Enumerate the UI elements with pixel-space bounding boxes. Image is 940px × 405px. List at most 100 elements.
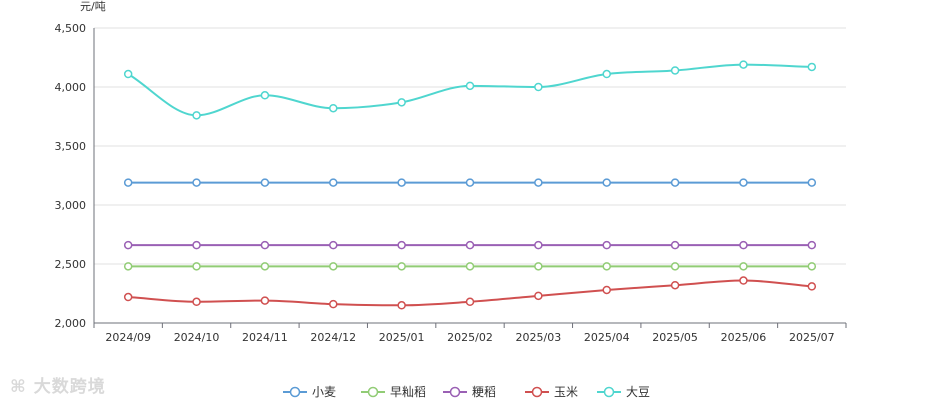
- legend[interactable]: 小麦 早籼稻 粳稻 玉米 大豆: [283, 385, 650, 399]
- data-point[interactable]: [123, 262, 133, 271]
- data-point[interactable]: [465, 178, 475, 187]
- logo-icon: ⌘: [10, 377, 27, 397]
- legend-marker-icon: [603, 386, 615, 398]
- data-point[interactable]: [397, 178, 406, 187]
- legend-marker-icon: [449, 386, 461, 398]
- series-2: [123, 262, 817, 271]
- data-point[interactable]: [534, 291, 543, 301]
- data-point[interactable]: [602, 240, 611, 250]
- legend-item[interactable]: 玉米: [525, 385, 578, 399]
- data-point[interactable]: [670, 66, 680, 75]
- series-3: [123, 240, 817, 250]
- data-point[interactable]: [329, 262, 338, 271]
- legend-label: 大豆: [626, 385, 650, 399]
- x-tick-label: 2025/02: [447, 331, 493, 344]
- x-tick-label: 2025/06: [721, 331, 767, 344]
- data-point[interactable]: [807, 282, 817, 291]
- y-tick-label: 3,000: [55, 199, 87, 212]
- series-4: [123, 276, 817, 310]
- data-point[interactable]: [260, 296, 270, 305]
- data-point[interactable]: [465, 240, 475, 250]
- data-point[interactable]: [192, 240, 201, 250]
- axes: 2,000 2,500 3,000 3,500 4,000 4,500 2024/09 202…: [55, 22, 847, 344]
- x-tick-label: 2025/01: [379, 331, 425, 344]
- series-5: [123, 60, 817, 120]
- legend-label: 早籼稻: [390, 385, 426, 399]
- x-tick-label: 2025/04: [584, 331, 630, 344]
- data-point[interactable]: [602, 178, 611, 187]
- x-tick-label: 2024/11: [242, 331, 288, 344]
- data-point[interactable]: [465, 81, 475, 91]
- data-point[interactable]: [670, 178, 680, 187]
- data-point[interactable]: [534, 240, 543, 250]
- data-point[interactable]: [123, 292, 133, 302]
- legend-marker-icon: [531, 386, 543, 398]
- legend-label: 玉米: [554, 385, 578, 399]
- data-point[interactable]: [123, 69, 133, 79]
- legend-label: 小麦: [312, 385, 336, 399]
- data-point[interactable]: [329, 299, 338, 309]
- data-point[interactable]: [123, 240, 133, 250]
- data-point[interactable]: [329, 178, 338, 187]
- data-point[interactable]: [534, 178, 543, 187]
- data-point[interactable]: [739, 60, 748, 69]
- data-point[interactable]: [807, 262, 817, 271]
- data-point[interactable]: [602, 69, 611, 79]
- x-tick-label: 2025/05: [652, 331, 698, 344]
- data-point[interactable]: [534, 262, 543, 271]
- y-tick-label: 2,500: [55, 258, 87, 271]
- data-point[interactable]: [192, 111, 201, 120]
- x-tick-label: 2024/10: [174, 331, 220, 344]
- legend-marker-icon: [289, 386, 301, 398]
- data-point[interactable]: [807, 178, 817, 187]
- data-point[interactable]: [670, 240, 680, 250]
- data-point[interactable]: [602, 262, 611, 271]
- data-point[interactable]: [397, 98, 406, 107]
- legend-item[interactable]: 大豆: [597, 385, 650, 399]
- data-point[interactable]: [260, 240, 270, 250]
- x-tick-label: 2025/07: [789, 331, 835, 344]
- data-point[interactable]: [670, 280, 680, 290]
- legend-item[interactable]: 早籼稻: [361, 385, 426, 399]
- data-point[interactable]: [260, 262, 270, 271]
- y-tick-label: 4,500: [55, 22, 87, 35]
- legend-label: 粳稻: [472, 385, 496, 399]
- data-point[interactable]: [739, 276, 748, 285]
- data-point[interactable]: [534, 82, 543, 92]
- y-axis-unit-label: 元/吨: [80, 0, 106, 13]
- data-point[interactable]: [739, 178, 748, 187]
- watermark-text: 大数跨境: [33, 377, 106, 397]
- data-point[interactable]: [397, 240, 406, 250]
- x-tick-label: 2024/09: [105, 331, 151, 344]
- x-tick-label: 2024/12: [310, 331, 356, 344]
- data-point[interactable]: [465, 262, 475, 271]
- data-point[interactable]: [192, 262, 201, 271]
- y-tick-label: 4,000: [55, 81, 87, 94]
- data-point[interactable]: [123, 178, 133, 187]
- data-point[interactable]: [807, 240, 817, 250]
- legend-marker-icon: [367, 386, 379, 398]
- data-point[interactable]: [670, 262, 680, 271]
- data-point[interactable]: [397, 262, 406, 271]
- data-point[interactable]: [397, 301, 406, 310]
- data-point[interactable]: [739, 262, 748, 271]
- x-tick-label: 2025/03: [516, 331, 562, 344]
- data-point[interactable]: [329, 240, 338, 250]
- data-point[interactable]: [739, 240, 748, 250]
- data-point[interactable]: [260, 91, 270, 100]
- grid-lines: [94, 27, 846, 265]
- data-point[interactable]: [260, 178, 270, 187]
- data-point[interactable]: [465, 297, 475, 307]
- legend-item[interactable]: 小麦: [283, 385, 336, 399]
- data-point[interactable]: [329, 103, 338, 113]
- data-point[interactable]: [602, 285, 611, 295]
- series-lines: [123, 60, 817, 310]
- data-point[interactable]: [192, 297, 201, 307]
- data-point[interactable]: [807, 62, 817, 72]
- legend-item[interactable]: 粳稻: [443, 385, 496, 399]
- data-point[interactable]: [192, 178, 201, 187]
- y-tick-label: 2,000: [55, 317, 87, 330]
- y-tick-label: 3,500: [55, 140, 87, 153]
- watermark: ⌘ 大数跨境: [10, 372, 106, 397]
